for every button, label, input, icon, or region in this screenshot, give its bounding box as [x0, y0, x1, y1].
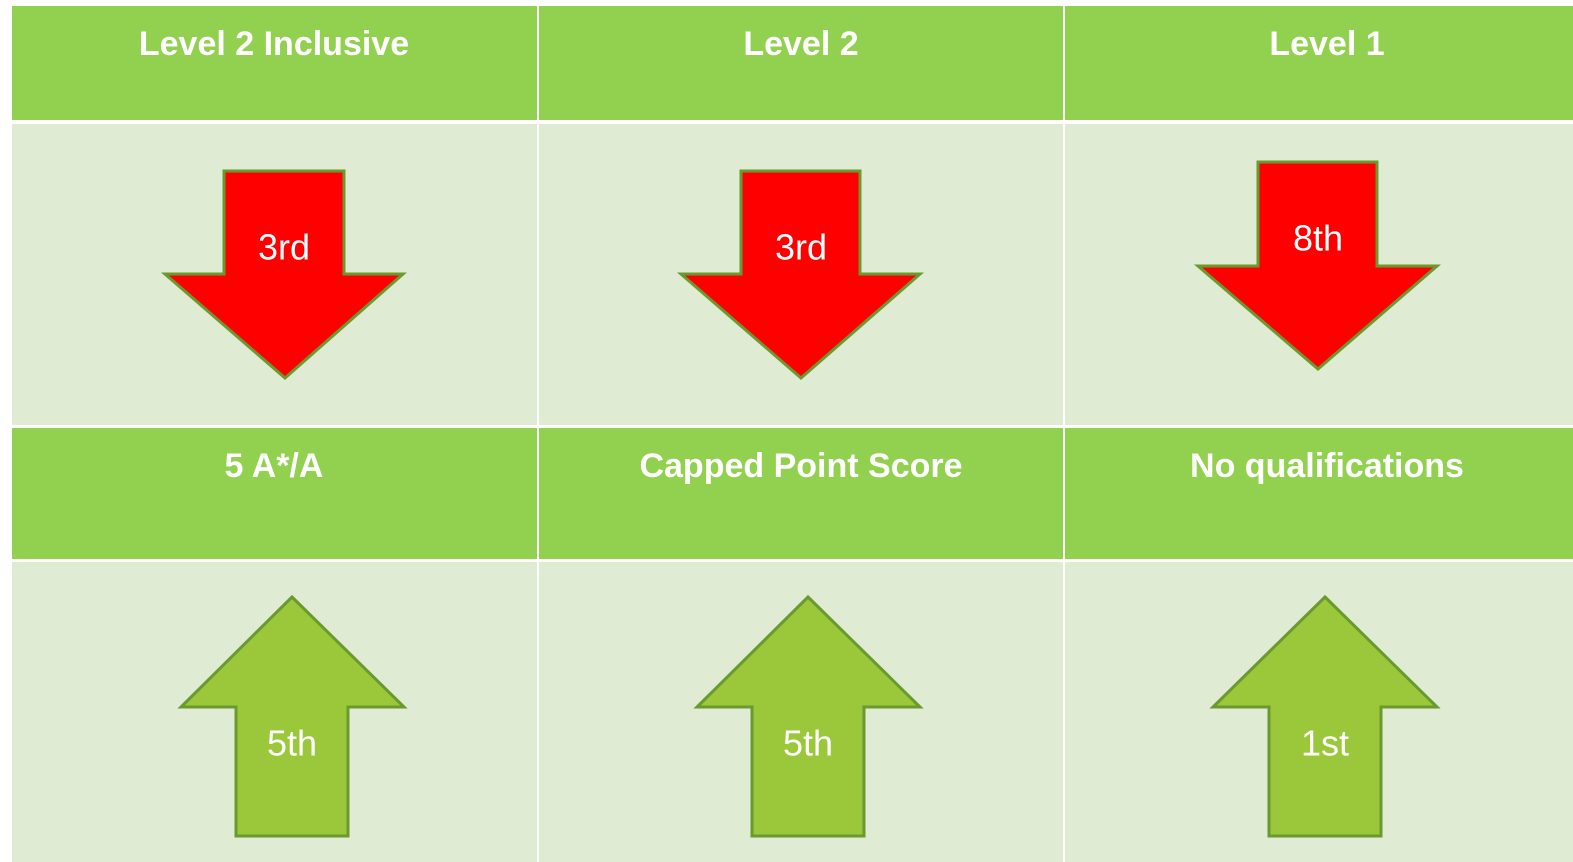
down-arrow: [1193, 160, 1442, 371]
header-text: Level 2: [743, 25, 858, 63]
header-cell: [1065, 6, 1573, 120]
up-arrow: [177, 594, 408, 838]
header-cell: [539, 6, 1063, 120]
header-text: Level 2 Inclusive: [139, 25, 409, 63]
down-arrow: [160, 169, 407, 380]
arrow-label: 5th: [783, 723, 833, 764]
arrow-label: 3rd: [258, 227, 310, 268]
header-cell: [1065, 428, 1573, 559]
arrow-label: 8th: [1293, 218, 1343, 259]
arrow-label: 1st: [1301, 723, 1349, 764]
header-text: Level 1: [1269, 25, 1384, 63]
header-cell: [12, 6, 537, 120]
arrow-label: 3rd: [775, 227, 827, 268]
header-text: Capped Point Score: [639, 447, 962, 485]
header-cell: [539, 428, 1063, 559]
header-text: No qualifications: [1190, 447, 1464, 485]
header-text: 5 A*/A: [225, 447, 324, 485]
arrow-label: 5th: [267, 723, 317, 764]
down-arrow: [676, 169, 924, 380]
up-arrow: [1209, 594, 1441, 838]
header-cell: [12, 428, 537, 559]
up-arrow: [693, 594, 924, 838]
